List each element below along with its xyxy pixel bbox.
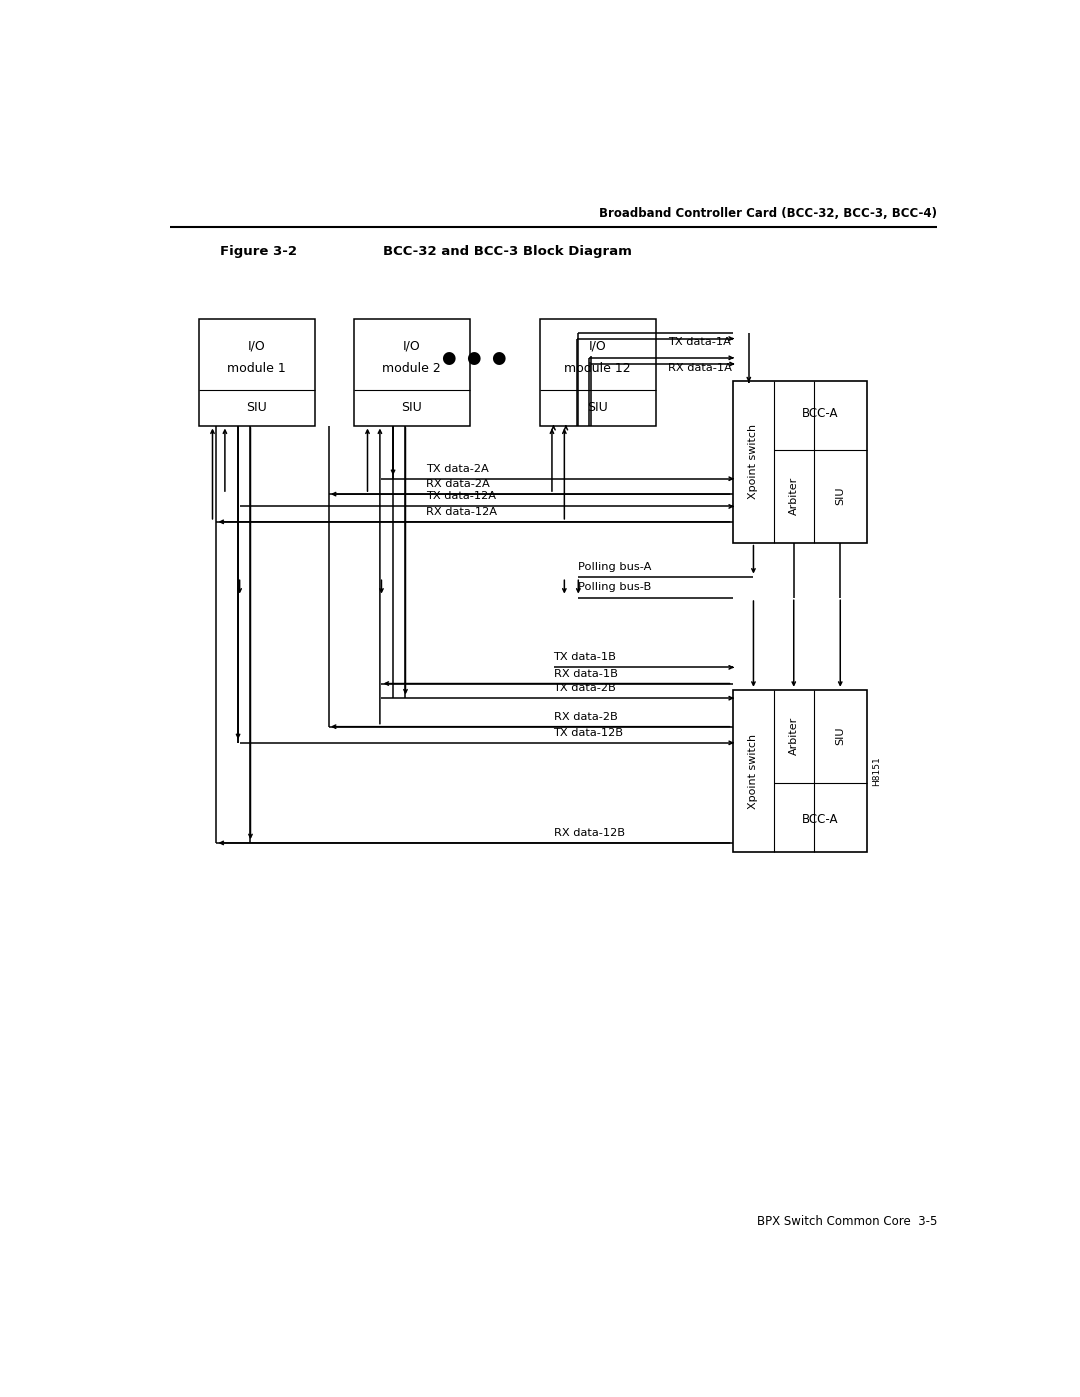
Text: Polling bus-A: Polling bus-A bbox=[578, 562, 651, 571]
Text: SIU: SIU bbox=[246, 401, 267, 415]
Text: Xpoint switch: Xpoint switch bbox=[748, 733, 758, 809]
Text: RX data-1B: RX data-1B bbox=[554, 669, 618, 679]
Text: Arbiter: Arbiter bbox=[788, 476, 799, 515]
Text: SIU: SIU bbox=[402, 401, 422, 415]
Text: H8151: H8151 bbox=[873, 756, 881, 787]
Bar bbox=[733, 690, 866, 852]
Text: TX data-12B: TX data-12B bbox=[554, 728, 623, 738]
Text: module 12: module 12 bbox=[565, 362, 631, 376]
Text: Figure 3-2: Figure 3-2 bbox=[220, 244, 297, 258]
Text: module 1: module 1 bbox=[227, 362, 286, 376]
Text: module 2: module 2 bbox=[382, 362, 441, 376]
Text: SIU: SIU bbox=[835, 726, 846, 745]
Text: RX data-1A: RX data-1A bbox=[669, 362, 732, 373]
Text: BCC-32 and BCC-3 Block Diagram: BCC-32 and BCC-3 Block Diagram bbox=[383, 244, 632, 258]
Text: SIU: SIU bbox=[835, 486, 846, 504]
Text: TX data-1A: TX data-1A bbox=[669, 337, 731, 346]
Text: BCC-A: BCC-A bbox=[801, 407, 838, 419]
Text: RX data-12A: RX data-12A bbox=[426, 507, 497, 517]
Text: I/O: I/O bbox=[403, 339, 420, 353]
Text: BCC-A: BCC-A bbox=[801, 813, 838, 827]
Text: Xpoint switch: Xpoint switch bbox=[748, 425, 758, 499]
Text: I/O: I/O bbox=[247, 339, 266, 353]
Bar bbox=[199, 320, 314, 426]
Bar bbox=[353, 320, 470, 426]
Text: TX data-2A: TX data-2A bbox=[426, 464, 488, 474]
Text: Polling bus-B: Polling bus-B bbox=[578, 583, 651, 592]
Text: SIU: SIU bbox=[588, 401, 608, 415]
Text: BPX Switch Common Core  3-5: BPX Switch Common Core 3-5 bbox=[757, 1215, 937, 1228]
Text: RX data-2A: RX data-2A bbox=[426, 479, 489, 489]
Text: TX data-12A: TX data-12A bbox=[426, 492, 496, 502]
Text: RX data-2B: RX data-2B bbox=[554, 711, 618, 722]
Text: ●  ●  ●: ● ● ● bbox=[442, 349, 507, 366]
Text: Broadband Controller Card (BCC-32, BCC-3, BCC-4): Broadband Controller Card (BCC-32, BCC-3… bbox=[599, 207, 937, 219]
Bar bbox=[733, 381, 866, 542]
Text: I/O: I/O bbox=[589, 339, 607, 353]
Bar bbox=[540, 320, 656, 426]
Text: TX data-1B: TX data-1B bbox=[554, 651, 617, 662]
Text: TX data-2B: TX data-2B bbox=[554, 683, 617, 693]
Text: RX data-12B: RX data-12B bbox=[554, 828, 624, 838]
Text: Arbiter: Arbiter bbox=[788, 717, 799, 754]
